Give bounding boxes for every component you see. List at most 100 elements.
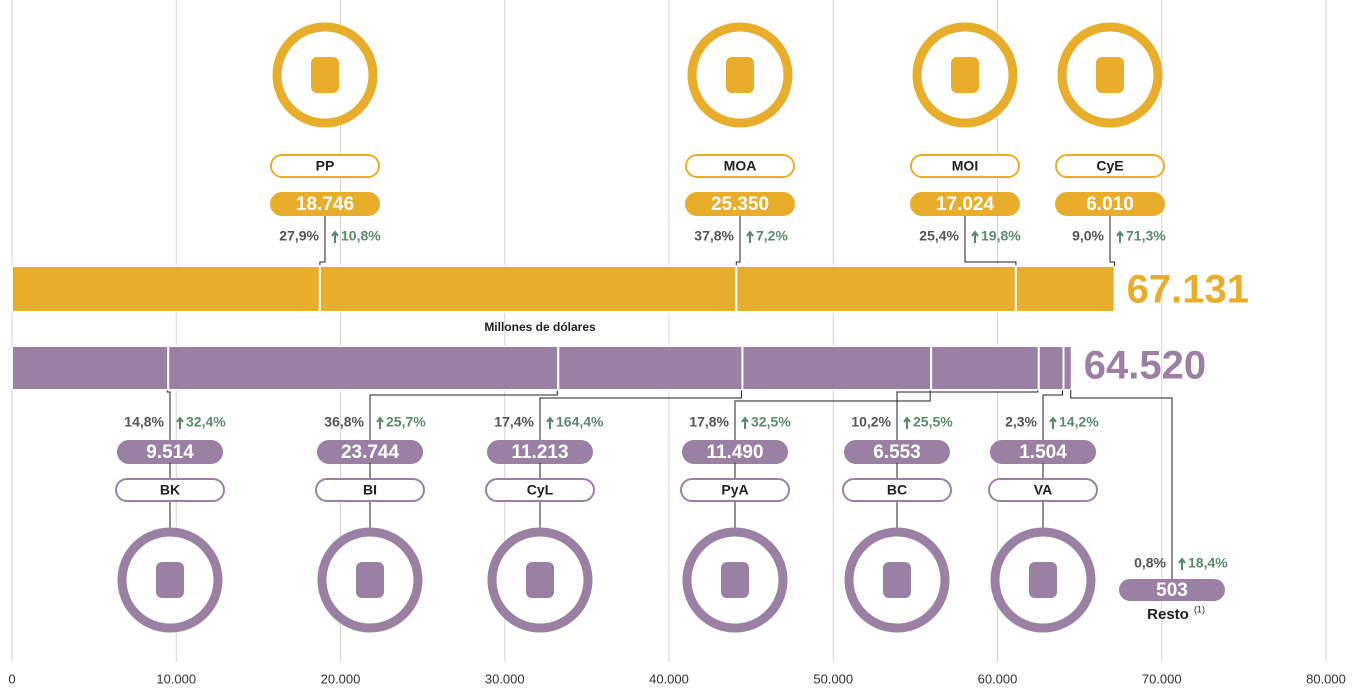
- share-label: 14,8%: [124, 414, 164, 430]
- category-label: PP: [316, 158, 335, 174]
- category-label: BI: [363, 482, 377, 498]
- x-tick-label: 20.000: [321, 671, 361, 686]
- growth-label: 14,2%: [1059, 414, 1099, 430]
- connector: [539, 390, 742, 440]
- share-label: 0,8%: [1134, 555, 1166, 571]
- growth-label: 32,4%: [186, 414, 226, 430]
- category-label-box: [842, 478, 952, 502]
- share-label: 27,9%: [279, 228, 319, 244]
- bar-segment: [11, 265, 321, 313]
- bar-segment: [741, 345, 933, 391]
- value-label-box: [1055, 192, 1165, 216]
- category-label-box: [1055, 154, 1165, 178]
- growth-label: 25,5%: [913, 414, 953, 430]
- icon-glyph: [721, 562, 749, 598]
- icon-glyph: [311, 57, 339, 93]
- share-label: 17,4%: [494, 414, 534, 430]
- connector: [896, 390, 1039, 440]
- category-label-box: [910, 154, 1020, 178]
- value-label-box: [685, 192, 795, 216]
- axis-label: Millones de dólares: [484, 320, 596, 334]
- value-label-box: [910, 192, 1020, 216]
- x-tick-label: 30.000: [485, 671, 525, 686]
- footnote: (1): [1194, 604, 1205, 614]
- value-label: 1.504: [1019, 442, 1067, 463]
- category-label-box: [685, 154, 795, 178]
- growth-label: 32,5%: [751, 414, 791, 430]
- value-label-box: [1119, 579, 1225, 601]
- growth-label: 25,7%: [386, 414, 426, 430]
- growth-arrow: [331, 230, 339, 243]
- growth-arrow: [903, 416, 911, 429]
- category-label-box: [988, 478, 1098, 502]
- connector: [734, 390, 931, 440]
- value-label: 503: [1156, 580, 1188, 601]
- connector: [369, 390, 558, 440]
- category-label-box: [315, 478, 425, 502]
- share-label: 25,4%: [919, 228, 959, 244]
- category-label: MOA: [724, 158, 757, 174]
- growth-label: 18,4%: [1188, 555, 1228, 571]
- icon-glyph: [951, 57, 979, 93]
- growth-arrow: [176, 416, 184, 429]
- bar-segment: [11, 345, 170, 391]
- share-label: 36,8%: [324, 414, 364, 430]
- category-label-box: [680, 478, 790, 502]
- share-label: 10,2%: [851, 414, 891, 430]
- category-label: CyE: [1096, 158, 1123, 174]
- bar-segment: [557, 345, 744, 391]
- category-label: MOI: [952, 158, 978, 174]
- connector: [735, 205, 741, 266]
- bar-segment: [1062, 345, 1073, 391]
- bar-segment: [930, 345, 1040, 391]
- connector: [319, 205, 326, 266]
- category-label-box: [270, 154, 380, 178]
- growth-arrow: [1116, 230, 1124, 243]
- growth-label: 7,2%: [756, 228, 788, 244]
- icon-glyph: [156, 562, 184, 598]
- icon-glyph: [526, 562, 554, 598]
- category-label: PyA: [721, 482, 748, 498]
- value-label: 11.213: [511, 442, 568, 463]
- category-label: CyL: [527, 482, 554, 498]
- icon-glyph: [1029, 562, 1057, 598]
- value-label: 6.010: [1086, 194, 1134, 215]
- growth-arrow: [1049, 416, 1057, 429]
- category-label: VA: [1034, 482, 1052, 498]
- x-tick-label: 10.000: [156, 671, 196, 686]
- bar-segment: [1014, 265, 1116, 313]
- value-label: 9.514: [146, 442, 194, 463]
- connector: [964, 205, 1017, 266]
- growth-arrow: [741, 416, 749, 429]
- category-label-box: [485, 478, 595, 502]
- share-label: 9,0%: [1072, 228, 1104, 244]
- category-label: BK: [160, 482, 180, 498]
- growth-label: 10,8%: [341, 228, 381, 244]
- value-label: 25.350: [711, 194, 769, 215]
- growth-arrow: [746, 230, 754, 243]
- growth-label: 71,3%: [1126, 228, 1166, 244]
- icon-glyph: [1096, 57, 1124, 93]
- icon-glyph: [356, 562, 384, 598]
- share-label: 17,8%: [689, 414, 729, 430]
- connector: [166, 390, 171, 440]
- icon-glyph: [883, 562, 911, 598]
- value-label-box: [270, 192, 380, 216]
- total-label: 64.520: [1084, 344, 1206, 388]
- growth-label: 19,8%: [981, 228, 1021, 244]
- growth-label: 164,4%: [556, 414, 604, 430]
- x-tick-label: 70.000: [1142, 671, 1182, 686]
- value-label: 11.490: [706, 442, 763, 463]
- x-tick-label: 40.000: [649, 671, 689, 686]
- icon-glyph: [726, 57, 754, 93]
- share-label: 2,3%: [1005, 414, 1037, 430]
- value-label: 18.746: [296, 194, 354, 215]
- x-tick-label: 50.000: [813, 671, 853, 686]
- bar-segment: [735, 265, 1017, 313]
- growth-arrow: [546, 416, 554, 429]
- bar-segment: [318, 265, 738, 313]
- growth-arrow: [1178, 557, 1186, 570]
- bar-segment: [167, 345, 560, 391]
